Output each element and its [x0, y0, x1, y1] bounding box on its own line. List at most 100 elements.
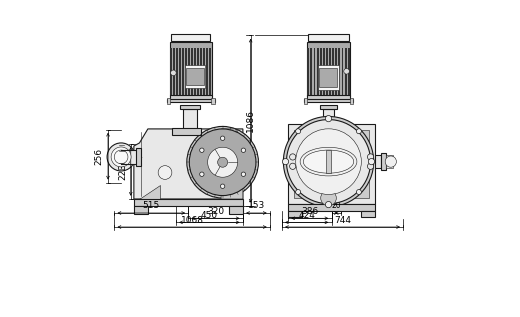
Circle shape	[368, 163, 374, 169]
Bar	[288, 210, 302, 217]
Circle shape	[200, 172, 204, 177]
Text: 1086: 1086	[246, 109, 255, 132]
Bar	[166, 99, 215, 102]
Circle shape	[218, 157, 228, 167]
Polygon shape	[221, 129, 243, 199]
Bar	[288, 124, 375, 204]
Bar	[342, 48, 344, 96]
Circle shape	[296, 190, 301, 195]
Circle shape	[356, 129, 361, 134]
Circle shape	[158, 166, 172, 179]
Circle shape	[296, 129, 301, 134]
Bar	[307, 95, 350, 101]
Bar	[332, 48, 334, 96]
Bar	[316, 128, 341, 134]
Bar	[307, 42, 350, 96]
Text: 744: 744	[334, 216, 351, 224]
Circle shape	[187, 126, 258, 198]
Bar	[329, 48, 331, 96]
Bar	[170, 95, 212, 101]
Circle shape	[296, 129, 361, 194]
Circle shape	[368, 158, 374, 165]
Bar	[320, 105, 337, 109]
Circle shape	[290, 163, 296, 169]
Text: 320: 320	[207, 207, 224, 216]
Bar	[171, 34, 210, 41]
Circle shape	[385, 156, 396, 167]
Bar	[323, 48, 325, 96]
Circle shape	[220, 184, 225, 188]
Bar	[206, 48, 208, 96]
Bar	[318, 65, 339, 90]
Bar	[173, 48, 175, 96]
Circle shape	[200, 148, 204, 152]
Bar	[345, 48, 347, 96]
Bar	[319, 68, 337, 87]
Circle shape	[287, 120, 371, 204]
Circle shape	[282, 158, 289, 165]
Bar	[184, 109, 197, 129]
Text: 1068: 1068	[180, 216, 204, 224]
Circle shape	[283, 116, 374, 207]
Circle shape	[356, 190, 361, 195]
Bar	[304, 98, 307, 104]
Circle shape	[321, 190, 336, 206]
Bar	[179, 48, 181, 96]
Bar	[134, 199, 243, 206]
Text: 450: 450	[201, 211, 218, 220]
Bar	[229, 206, 243, 214]
Bar	[191, 48, 193, 96]
Bar	[310, 48, 313, 96]
Text: 424: 424	[298, 211, 315, 220]
Circle shape	[171, 70, 176, 76]
Bar	[304, 99, 354, 102]
Bar	[172, 128, 201, 134]
Bar	[294, 131, 369, 198]
Bar	[194, 48, 196, 96]
Bar	[323, 109, 334, 129]
Polygon shape	[139, 185, 160, 199]
Bar	[176, 48, 178, 96]
Bar	[385, 155, 393, 168]
Bar	[200, 48, 202, 96]
Circle shape	[326, 202, 332, 208]
Bar	[183, 48, 184, 96]
Bar	[121, 150, 137, 164]
Circle shape	[326, 115, 332, 122]
Bar	[170, 42, 212, 96]
Circle shape	[207, 147, 238, 177]
Text: 223: 223	[119, 163, 127, 180]
Circle shape	[241, 172, 245, 177]
Bar	[314, 48, 316, 96]
Bar	[375, 155, 381, 168]
Circle shape	[107, 143, 135, 171]
Bar	[348, 48, 349, 96]
Bar	[134, 206, 148, 214]
Bar	[170, 48, 172, 96]
Bar	[361, 210, 375, 217]
Bar	[349, 98, 354, 104]
Text: 386: 386	[301, 207, 318, 216]
Circle shape	[220, 136, 225, 140]
Bar	[185, 65, 205, 88]
Bar	[308, 34, 349, 41]
Bar	[209, 48, 211, 96]
Circle shape	[241, 148, 245, 152]
Ellipse shape	[303, 150, 354, 173]
Circle shape	[290, 154, 296, 160]
Bar	[317, 48, 319, 96]
Bar	[320, 124, 337, 129]
Bar	[326, 48, 328, 96]
Bar	[188, 48, 190, 96]
Bar	[326, 150, 331, 173]
Bar	[136, 148, 141, 166]
Bar	[197, 48, 199, 96]
Text: 515: 515	[142, 201, 160, 210]
Bar	[339, 48, 341, 96]
Bar	[288, 204, 375, 210]
Bar	[186, 68, 204, 85]
Bar	[166, 98, 171, 104]
Bar	[185, 48, 187, 96]
Bar	[335, 48, 337, 96]
Bar	[320, 48, 322, 96]
